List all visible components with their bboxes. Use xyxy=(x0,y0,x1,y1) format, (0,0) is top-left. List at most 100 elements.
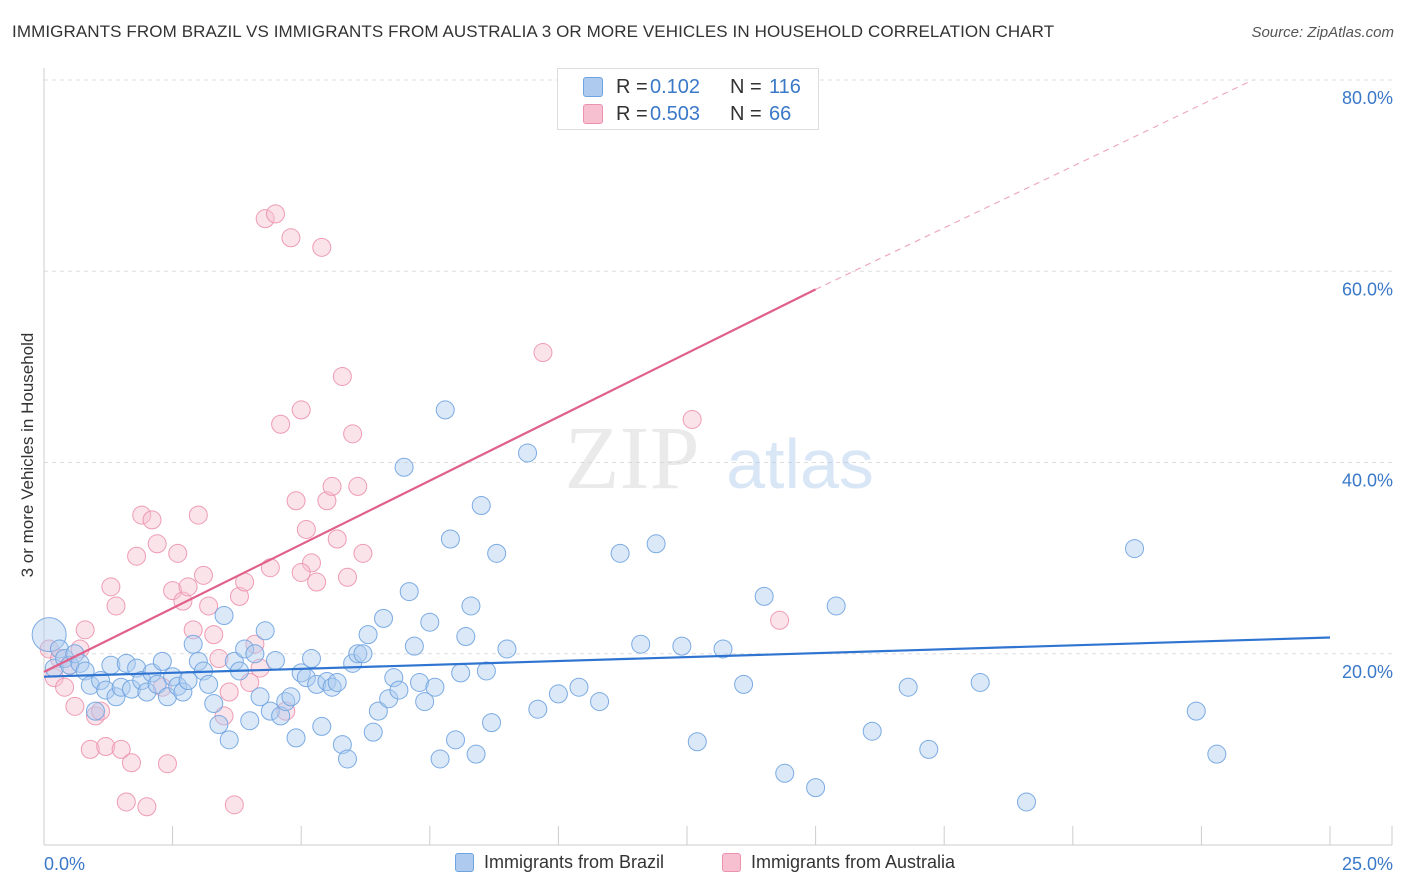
data-point-brazil xyxy=(96,680,116,700)
data-point-australia xyxy=(193,565,213,585)
data-point-brazil xyxy=(1186,701,1206,721)
data-point-brazil xyxy=(471,496,491,516)
data-point-brazil xyxy=(245,644,265,664)
data-point-brazil xyxy=(775,763,795,783)
data-point-brazil xyxy=(425,677,445,697)
data-point-australia xyxy=(168,543,188,563)
data-point-australia xyxy=(132,505,152,525)
data-point-australia xyxy=(348,476,368,496)
data-point-brazil xyxy=(631,634,651,654)
stats-n-value: 116 xyxy=(769,75,801,98)
data-point-australia xyxy=(163,581,183,601)
data-point-brazil xyxy=(461,596,481,616)
data-point-australia xyxy=(204,625,224,645)
data-point-brazil xyxy=(240,711,260,731)
data-point-australia xyxy=(199,596,219,616)
stats-r-value: 0.102 xyxy=(650,75,701,98)
data-point-brazil xyxy=(235,639,255,659)
data-point-brazil xyxy=(451,663,471,683)
grid-lines xyxy=(44,79,1392,655)
data-point-australia xyxy=(75,620,95,640)
y-tick-label: 20.0% xyxy=(1342,662,1393,682)
legend-item-brazil[interactable]: Immigrants from Brazil xyxy=(455,852,664,873)
data-point-brazil xyxy=(713,639,733,659)
tick-labels: 20.0% 40.0% 60.0% 80.0% 0.0% 25.0% xyxy=(44,88,1393,874)
data-point-brazil xyxy=(528,699,548,719)
data-point-brazil xyxy=(116,653,136,673)
data-point-australia xyxy=(152,677,172,697)
data-point-brazil xyxy=(250,687,270,707)
data-point-australia xyxy=(332,366,352,386)
data-point-brazil xyxy=(420,612,440,632)
data-point-brazil xyxy=(271,706,291,726)
data-point-australia xyxy=(116,792,136,812)
x-tick-label: 0.0% xyxy=(44,854,85,874)
data-point-brazil xyxy=(430,749,450,769)
data-point-australia xyxy=(65,696,85,716)
data-point-brazil xyxy=(214,606,234,625)
data-point-brazil xyxy=(368,701,388,721)
data-point-brazil xyxy=(610,543,630,563)
data-point-australia xyxy=(260,558,280,578)
data-point-brazil xyxy=(337,749,357,769)
data-point-brazil xyxy=(569,677,589,697)
data-point-brazil xyxy=(85,701,105,721)
data-point-brazil xyxy=(440,529,460,549)
data-point-brazil xyxy=(497,639,517,659)
data-point-australia xyxy=(307,572,327,592)
data-point-australia xyxy=(91,701,111,721)
legend-swatch-brazil xyxy=(455,853,474,872)
stats-legend: R = 0.102 N = 116 R = 0.503 N = 66 xyxy=(557,68,819,130)
data-point-australia xyxy=(55,677,75,697)
data-point-brazil xyxy=(127,658,147,678)
data-point-australia xyxy=(271,414,291,434)
data-point-brazil xyxy=(49,639,69,659)
data-point-brazil xyxy=(404,636,424,656)
stats-r-label: R = xyxy=(616,75,648,98)
trend-line-australia-extension xyxy=(815,79,1254,290)
data-point-brazil xyxy=(734,674,754,694)
brazil-points xyxy=(31,400,1227,812)
y-tick-label: 40.0% xyxy=(1342,471,1393,491)
data-point-brazil xyxy=(806,778,826,798)
data-point-brazil xyxy=(672,636,692,656)
data-point-australia xyxy=(312,237,332,257)
data-point-brazil xyxy=(317,671,337,691)
data-point-brazil xyxy=(281,687,301,707)
data-point-brazil xyxy=(204,693,224,713)
data-point-australia xyxy=(147,534,167,554)
y-tick-label: 80.0% xyxy=(1342,88,1393,108)
data-point-australia xyxy=(296,519,316,539)
data-point-australia xyxy=(291,562,311,582)
data-point-brazil xyxy=(152,651,172,671)
series-legend: Immigrants from Brazil Immigrants from A… xyxy=(0,852,1406,878)
data-point-brazil xyxy=(332,735,352,755)
stats-r-label: R = xyxy=(616,102,648,125)
data-point-brazil xyxy=(646,534,666,554)
data-point-brazil xyxy=(301,649,321,669)
data-point-brazil xyxy=(919,739,939,759)
data-point-australia xyxy=(127,546,147,566)
data-point-australia xyxy=(770,610,790,630)
legend-item-australia[interactable]: Immigrants from Australia xyxy=(722,852,955,873)
data-point-brazil xyxy=(168,676,188,696)
axes xyxy=(43,68,1393,846)
data-point-brazil xyxy=(1207,744,1227,764)
data-point-australia xyxy=(533,343,553,363)
chart-title: IMMIGRANTS FROM BRAZIL VS IMMIGRANTS FRO… xyxy=(12,22,1055,41)
data-point-brazil xyxy=(384,668,404,688)
legend-swatch-australia xyxy=(722,853,741,872)
data-point-australia xyxy=(111,739,131,759)
data-point-brazil xyxy=(394,457,414,477)
data-point-australia xyxy=(337,567,357,587)
data-point-brazil xyxy=(415,692,435,712)
data-point-brazil xyxy=(410,672,430,692)
data-point-brazil xyxy=(518,443,538,463)
stats-r-value: 0.503 xyxy=(650,102,701,125)
data-point-australia xyxy=(286,491,306,511)
data-point-brazil xyxy=(188,651,208,671)
data-point-brazil xyxy=(219,730,239,750)
data-point-brazil xyxy=(363,722,383,742)
data-point-brazil xyxy=(260,701,280,721)
